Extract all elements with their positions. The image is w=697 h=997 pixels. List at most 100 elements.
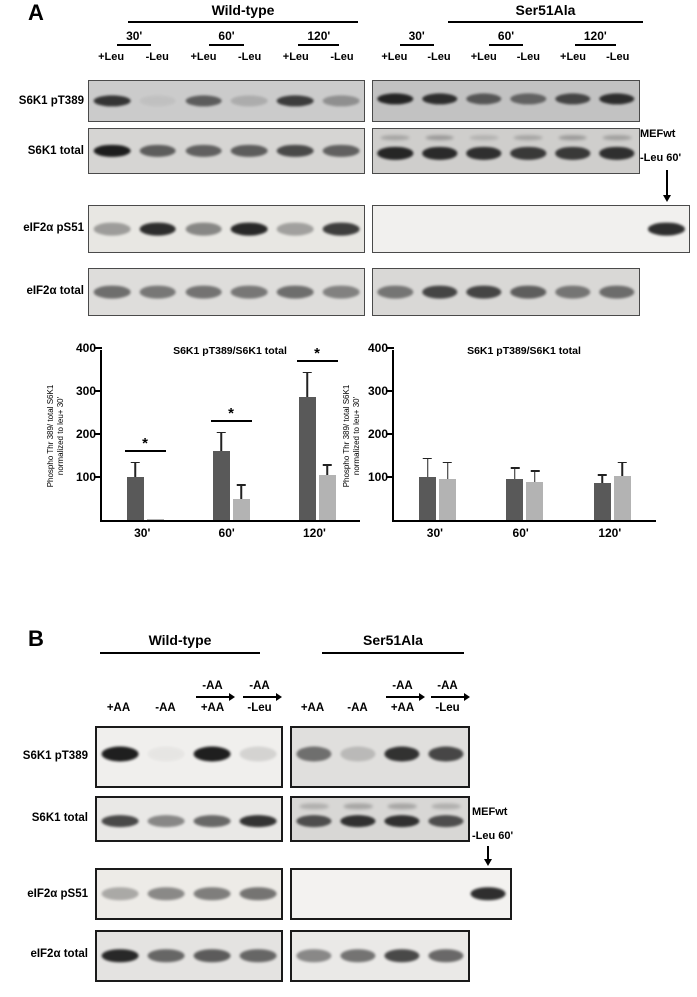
lane-label: +AA: [106, 702, 131, 714]
error-bar: [514, 467, 516, 480]
blot-band: [384, 815, 420, 827]
bar: [318, 474, 336, 520]
blot-band: [322, 144, 360, 158]
lane-cell: -AA -Leu: [236, 662, 283, 714]
down-arrow-icon: [666, 170, 668, 196]
error-bar: [534, 470, 536, 483]
blot-band: [322, 95, 360, 107]
lane-cell: +AA: [95, 662, 142, 714]
blot-b-eif2a-ps51-wildtype: [95, 868, 283, 920]
row-label-s6k1-pt389: S6K1 pT389: [18, 95, 84, 107]
bar-plus-leu: [298, 350, 316, 520]
blot-band: [93, 222, 131, 236]
bar-plus-leu: [419, 350, 437, 520]
lane-cell: -AA +AA: [380, 662, 425, 714]
mefwt-condition-label: -Leu 60': [640, 152, 682, 164]
row-label-eif2a-total-b: eIF2α total: [30, 948, 88, 960]
blot-band: [139, 144, 177, 158]
blot-band: [101, 949, 139, 963]
lane-label: +Leu: [560, 51, 587, 63]
timepoint-label: 120': [298, 29, 340, 46]
blot-band: [554, 285, 591, 299]
blot-band: [93, 144, 131, 158]
bar: [506, 479, 524, 520]
lane-pre-label: -AA: [249, 680, 270, 692]
blot-band-upper: [513, 135, 543, 141]
bar-minus-leu: [526, 350, 544, 520]
timepoint-cell: 60': [180, 27, 272, 46]
blot-band-upper: [469, 135, 499, 141]
blot-band: [554, 93, 591, 105]
blot-band-upper: [431, 803, 461, 810]
y-tick-label: 200: [367, 427, 388, 441]
blot-band: [276, 285, 314, 299]
blot-band: [185, 95, 222, 107]
mefwt-label-b: MEFwt: [472, 806, 508, 818]
wildtype-timepoint-labels: 30' 60' 120': [88, 27, 365, 46]
timepoint-cell: 30': [88, 27, 180, 46]
bar: [212, 451, 230, 520]
blot-band: [185, 144, 222, 158]
blot-band: [139, 95, 177, 107]
blot-band: [193, 746, 231, 762]
group-title-wildtype: Wild-type: [211, 2, 275, 18]
group-title-ser51ala-b: Ser51Ala: [363, 632, 423, 648]
lane-label: -Leu: [435, 702, 460, 714]
lane-label: +Leu: [190, 51, 217, 63]
blot-band: [428, 949, 464, 963]
y-tick-label: 100: [367, 470, 388, 484]
blot-band: [93, 285, 131, 299]
bar-plus-leu: [506, 350, 524, 520]
bar-groups: [394, 350, 656, 520]
blot-band: [554, 147, 591, 160]
y-tick-label: 200: [75, 427, 96, 441]
blot-b-s6k1-pt389-ser51ala: [290, 726, 470, 788]
lane-label: -AA: [347, 702, 368, 714]
blot-band: [276, 95, 314, 107]
blot-band-upper: [343, 803, 373, 810]
error-bar: [134, 461, 136, 477]
bar: [232, 499, 250, 520]
blot-band: [231, 95, 268, 107]
bar-plus-leu: [126, 350, 144, 520]
lane-label: +AA: [200, 702, 225, 714]
blot-band: [101, 815, 139, 827]
error-bar: [220, 431, 222, 452]
blot-s6k1-pt389-ser51ala: [372, 80, 640, 122]
bar-group: *: [124, 350, 166, 520]
ser51ala-lane-labels-b: +AA -AA -AA +AA -AA -Leu: [290, 662, 470, 714]
down-arrow-icon-b: [487, 846, 489, 860]
y-tick-mark: [95, 433, 102, 435]
blot-band: [193, 887, 231, 901]
bar-minus-leu: [439, 350, 457, 520]
blot-band: [322, 285, 360, 299]
wildtype-underline: [128, 21, 358, 23]
blot-b-s6k1-total-wildtype: [95, 796, 283, 842]
chart-title-wildtype: S6K1 pT389/S6K1 total: [173, 345, 287, 357]
timepoint-cell: 30': [372, 27, 461, 46]
lane-label: -Leu: [237, 51, 262, 63]
blot-band: [322, 222, 360, 236]
blot-band: [139, 222, 177, 236]
bar: [439, 479, 457, 520]
blot-band: [599, 147, 635, 160]
ser51ala-timepoint-labels: 30' 60' 120': [372, 27, 640, 46]
significance-asterisk: *: [314, 344, 320, 362]
blot-band: [384, 949, 420, 963]
blot-band: [510, 147, 546, 160]
lane-cell: +AA: [290, 662, 335, 714]
row-label-s6k1-total-b: S6K1 total: [31, 812, 88, 824]
lane-pre-label: -AA: [392, 680, 413, 692]
group-title-ser51ala: Ser51Ala: [515, 2, 576, 18]
right-arrow-icon: [242, 693, 282, 701]
y-tick-label: 300: [367, 384, 388, 398]
blot-b-s6k1-total-ser51ala: [290, 796, 470, 842]
significance-bracket: [124, 450, 166, 452]
lane-label: +Leu: [282, 51, 309, 63]
mefwt-annotation-b: MEFwt -Leu 60': [472, 800, 532, 848]
right-arrow-icon: [430, 693, 470, 701]
blot-band: [185, 222, 222, 236]
right-arrow-icon: [385, 693, 425, 701]
